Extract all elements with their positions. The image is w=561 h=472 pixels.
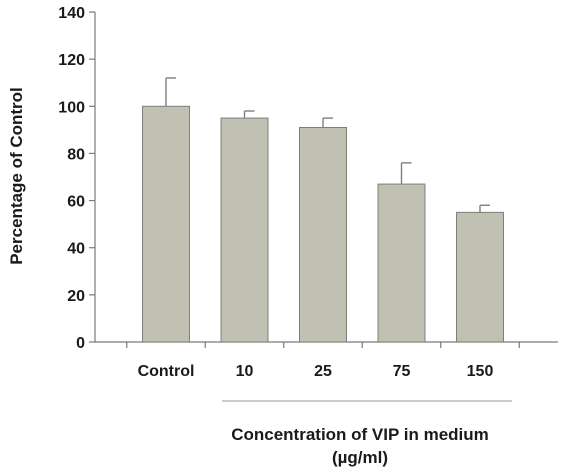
x-tick-label: Control bbox=[138, 363, 195, 380]
y-axis: 0 20 40 60 80 100 120 140 bbox=[58, 5, 96, 352]
y-axis-title: Percentage of Control bbox=[7, 87, 26, 265]
x-tick-label: 75 bbox=[393, 363, 411, 380]
y-tick-label: 140 bbox=[58, 5, 85, 22]
bar-control bbox=[142, 105, 190, 343]
bar-10 bbox=[220, 117, 269, 343]
bars bbox=[142, 105, 504, 343]
y-tick-label: 60 bbox=[67, 194, 85, 211]
labels: Percentage of Control Concentration of V… bbox=[7, 87, 512, 467]
y-tick-label: 20 bbox=[67, 288, 85, 305]
y-tick-label: 100 bbox=[58, 99, 85, 116]
x-axis-title: Concentration of VIP in medium bbox=[231, 425, 489, 444]
y-tick-label: 120 bbox=[58, 52, 85, 69]
x-tick-label: 10 bbox=[236, 363, 254, 380]
y-tick-label: 0 bbox=[76, 335, 85, 352]
bar-75 bbox=[377, 183, 426, 343]
y-tick-label: 80 bbox=[67, 146, 85, 163]
bar-25 bbox=[299, 127, 347, 343]
y-tick-label: 40 bbox=[67, 241, 85, 258]
error-bars bbox=[165, 77, 490, 213]
x-tick-label: 25 bbox=[314, 363, 332, 380]
x-axis-unit: (µg/ml) bbox=[332, 448, 388, 467]
bar-150 bbox=[456, 211, 504, 343]
x-axis: Control 10 25 75 150 bbox=[95, 341, 558, 380]
x-tick-label: 150 bbox=[467, 363, 494, 380]
